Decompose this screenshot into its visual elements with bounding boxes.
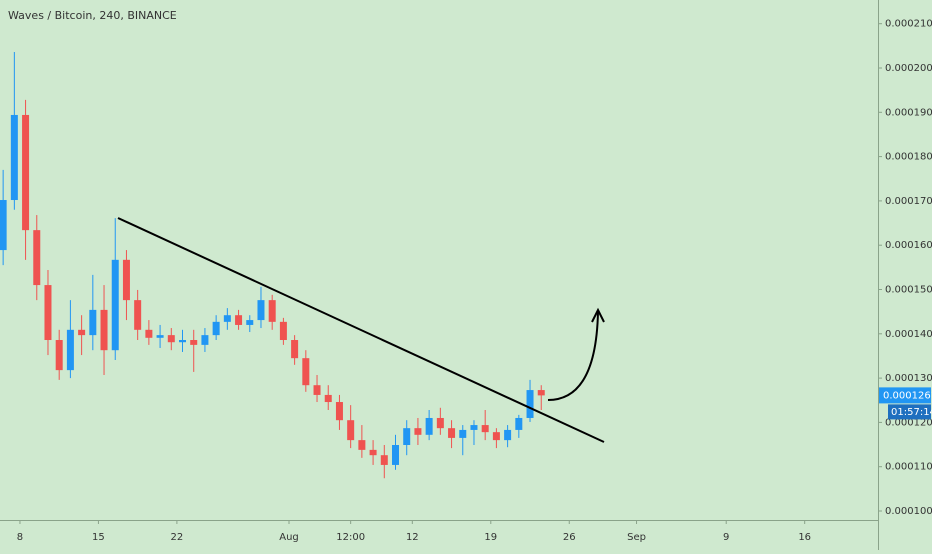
arrow-curve: [547, 311, 599, 401]
candle-body: [537, 390, 545, 396]
price-label-box: [879, 387, 931, 404]
candle-body: [10, 114, 18, 201]
x-tick-label: 15: [92, 532, 105, 543]
candle-body: [235, 315, 243, 325]
last-price-label: 0.0001261: [883, 390, 932, 401]
x-tick-label: 12:00: [336, 532, 365, 543]
candle-body: [459, 429, 467, 438]
candle-body: [66, 329, 74, 371]
candle-body: [223, 315, 231, 322]
candle-body: [44, 285, 52, 341]
candle-body: [78, 329, 86, 336]
candle-body: [324, 394, 332, 403]
candle-body: [313, 385, 321, 395]
x-tick-label: Sep: [627, 532, 646, 543]
candle-body: [448, 428, 456, 438]
x-tick-label: 22: [171, 532, 184, 543]
y-tick-label: 0.0002100: [885, 19, 932, 30]
candle-body: [22, 114, 30, 231]
candle-body: [156, 335, 164, 338]
candle-body: [291, 340, 299, 359]
candle-body: [470, 425, 478, 430]
candle-body: [403, 428, 411, 445]
candle-body: [134, 300, 142, 330]
candle-body: [100, 309, 108, 351]
candle-body: [526, 390, 534, 418]
candle-body: [122, 259, 130, 301]
candle-body: [111, 259, 119, 351]
countdown-box: [888, 404, 931, 420]
candle-body: [414, 428, 422, 435]
chart-title: Waves / Bitcoin, 240, BINANCE: [8, 9, 177, 22]
candle-body: [392, 444, 400, 465]
x-tick-label: 26: [563, 532, 576, 543]
candle-body: [212, 321, 220, 336]
candle-body: [358, 440, 366, 450]
candle-body: [515, 417, 523, 430]
candle-body: [145, 329, 153, 338]
candle-body: [268, 300, 276, 322]
x-tick-label: 19: [484, 532, 497, 543]
candle-body: [425, 417, 433, 435]
candle-body: [504, 429, 512, 441]
x-tick-label: 16: [798, 532, 811, 543]
candle-body: [190, 340, 198, 345]
candle-body: [302, 358, 310, 386]
candle-body: [89, 309, 97, 336]
candle-body: [257, 300, 265, 321]
candle-body: [436, 417, 444, 429]
candle-body: [369, 449, 377, 456]
trend-line: [117, 217, 605, 443]
candle-body: [279, 321, 287, 341]
x-tick-label: 12: [406, 532, 419, 543]
arrow-head: [591, 307, 605, 323]
candle-body: [201, 335, 209, 345]
candle-body: [481, 425, 489, 433]
candle-body: [246, 320, 254, 325]
candle-body: [347, 420, 355, 441]
candle-body: [55, 340, 63, 371]
candle-body: [380, 455, 388, 465]
x-tick-label: Aug: [279, 532, 299, 543]
candle-body: [33, 230, 41, 286]
candle-body: [167, 335, 175, 343]
candle-body: [492, 432, 500, 441]
x-tick-label: 8: [17, 532, 23, 543]
x-tick-label: 9: [723, 532, 729, 543]
candle-body: [0, 200, 7, 251]
candle-body: [179, 340, 187, 343]
candle-body: [335, 402, 343, 421]
countdown: 01:57:14: [891, 407, 932, 418]
